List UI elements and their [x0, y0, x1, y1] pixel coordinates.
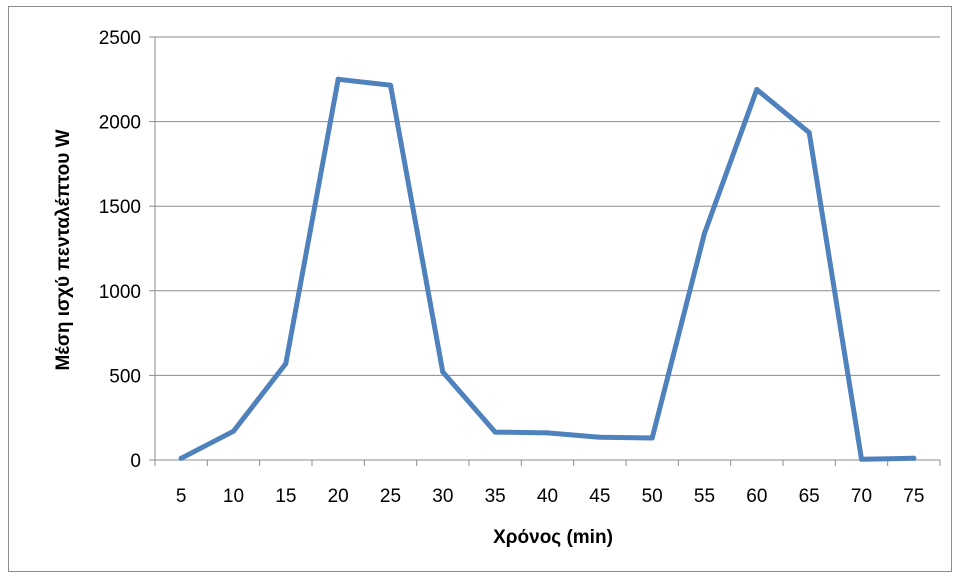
x-tick-label: 15 [275, 486, 296, 507]
x-tick-label: 45 [589, 486, 610, 507]
data-point [702, 230, 707, 236]
y-axis-title: Μέση ισχύ πενταλέπτου W [53, 129, 74, 370]
x-tick-label: 35 [485, 486, 506, 507]
data-point [859, 456, 864, 462]
x-tick-label: 20 [328, 486, 349, 507]
data-point [597, 434, 603, 440]
x-axis-title: Χρόνος (min) [493, 527, 613, 548]
axes [149, 36, 941, 466]
data-point [911, 455, 917, 461]
data-point [231, 428, 236, 434]
y-tick-label: 1000 [99, 282, 141, 303]
data-point [335, 76, 341, 82]
data-point [178, 455, 184, 461]
y-tick-label: 2500 [99, 28, 141, 49]
series-group [178, 76, 917, 462]
chart-frame [8, 6, 952, 572]
x-tick-label: 60 [746, 486, 767, 507]
x-tick-label: 40 [537, 486, 558, 507]
x-tick-label: 65 [799, 486, 820, 507]
data-point [649, 435, 655, 441]
x-tick-label: 55 [694, 486, 715, 507]
data-point [492, 429, 498, 435]
data-point [754, 86, 760, 92]
data-point [388, 82, 393, 88]
x-tick-label: 50 [642, 486, 663, 507]
data-point [440, 369, 446, 375]
data-point [545, 430, 550, 436]
x-tick-label: 25 [380, 486, 401, 507]
x-tick-label: 30 [432, 486, 453, 507]
y-tick-label: 0 [130, 451, 141, 472]
x-tick-labels: 5 10 15 20 25 30 35 40 45 50 55 60 65 70 75 [176, 486, 925, 507]
x-tick-label: 5 [176, 486, 187, 507]
x-tick-label: 75 [903, 486, 924, 507]
data-point [283, 361, 289, 367]
data-point [806, 130, 812, 136]
x-tick-label: 10 [223, 486, 244, 507]
x-tick-label: 70 [851, 486, 872, 507]
y-tick-label: 2000 [99, 113, 141, 134]
series-line [178, 76, 917, 462]
y-tick-label: 1500 [99, 197, 141, 218]
gridlines [155, 36, 940, 376]
y-tick-label: 500 [109, 366, 141, 387]
y-tick-labels: 0 500 1000 1500 2000 2500 [99, 28, 141, 472]
